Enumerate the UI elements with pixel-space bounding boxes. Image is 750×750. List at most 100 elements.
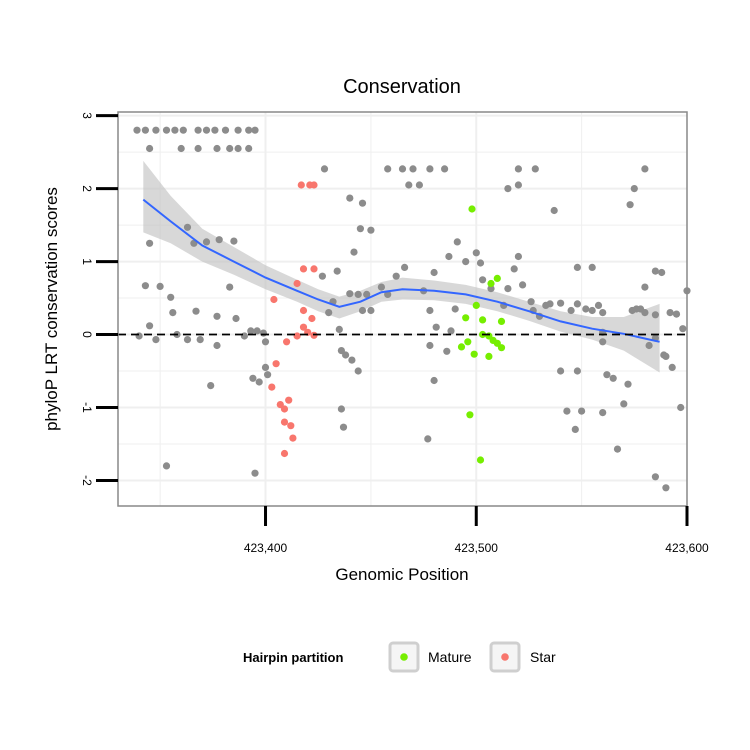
legend: Hairpin partition Mature Star — [243, 641, 556, 673]
point-other — [207, 382, 215, 390]
point-other — [550, 206, 558, 215]
point-other — [346, 290, 354, 298]
point-other — [426, 341, 434, 350]
point-other — [133, 126, 141, 134]
point-other — [599, 409, 607, 417]
point-mature — [479, 316, 487, 324]
point-star — [293, 332, 301, 340]
x-tick-label: 423,600 — [665, 541, 709, 555]
point-other — [626, 201, 634, 209]
point-other — [318, 272, 326, 280]
point-other — [167, 293, 175, 301]
point-other — [641, 309, 649, 317]
point-other — [504, 185, 512, 193]
point-mature — [472, 301, 480, 309]
point-star — [299, 306, 308, 315]
point-other — [613, 445, 622, 453]
point-other — [398, 165, 407, 173]
smooth-line-layer — [142, 198, 660, 343]
legend-swatch-mature — [400, 653, 408, 661]
point-other — [651, 311, 660, 319]
point-other — [582, 305, 590, 313]
point-mature — [487, 279, 495, 288]
point-other — [443, 347, 451, 355]
point-other — [183, 223, 192, 231]
point-star — [310, 265, 318, 273]
point-mature — [485, 352, 493, 360]
legend-title: Hairpin partition — [243, 650, 343, 665]
point-other — [234, 144, 242, 153]
point-other — [367, 226, 375, 234]
point-other — [261, 338, 270, 346]
point-other — [441, 165, 449, 173]
point-star — [297, 181, 305, 189]
point-other — [152, 336, 160, 344]
point-other — [405, 181, 413, 189]
point-other — [249, 374, 257, 382]
point-mature — [466, 411, 474, 419]
point-mature — [457, 343, 466, 351]
point-other — [135, 332, 143, 340]
data-points — [133, 126, 691, 492]
point-star — [289, 434, 297, 442]
point-other — [261, 363, 270, 371]
point-other — [487, 285, 495, 293]
point-other — [476, 259, 485, 267]
point-other — [226, 144, 234, 153]
point-mature — [462, 314, 470, 322]
x-tick-label: 423,400 — [244, 541, 288, 555]
point-other — [196, 336, 204, 344]
point-star — [280, 405, 289, 413]
point-other — [668, 363, 676, 371]
point-other — [392, 272, 400, 280]
point-other — [430, 268, 438, 277]
point-other — [320, 165, 329, 173]
point-other — [527, 298, 535, 306]
point-other — [213, 144, 221, 153]
y-tick-label: 1 — [80, 258, 94, 265]
point-other — [354, 290, 362, 298]
point-other — [557, 367, 565, 375]
point-other — [213, 312, 221, 320]
point-other — [333, 267, 341, 275]
point-other — [658, 268, 666, 277]
point-star — [299, 265, 308, 273]
point-mature — [464, 338, 472, 346]
point-other — [599, 338, 607, 346]
point-other — [557, 299, 565, 307]
point-other — [156, 282, 164, 290]
point-other — [146, 144, 154, 153]
point-other — [531, 165, 539, 173]
point-other — [479, 276, 487, 284]
chart-title: Conservation — [343, 76, 461, 98]
point-other — [462, 258, 470, 266]
point-other — [264, 371, 272, 379]
confidence-ribbon — [143, 160, 660, 373]
point-other — [141, 282, 149, 290]
point-other — [202, 238, 211, 246]
point-star — [287, 422, 295, 430]
point-other — [346, 194, 354, 202]
point-star — [270, 295, 278, 304]
point-other — [350, 248, 358, 256]
point-other — [609, 374, 617, 382]
point-other — [179, 126, 187, 134]
point-other — [211, 126, 219, 134]
point-other — [232, 314, 240, 323]
point-other — [672, 310, 681, 318]
point-other — [519, 281, 527, 289]
point-other — [453, 238, 461, 246]
point-other — [588, 306, 596, 315]
point-star — [272, 360, 280, 368]
point-other — [146, 239, 154, 247]
point-other — [641, 283, 649, 291]
point-other — [384, 165, 392, 173]
point-other — [401, 263, 409, 271]
point-other — [194, 126, 202, 134]
point-mature — [468, 205, 476, 213]
point-other — [426, 306, 434, 315]
point-other — [162, 126, 171, 134]
point-other — [367, 306, 375, 315]
